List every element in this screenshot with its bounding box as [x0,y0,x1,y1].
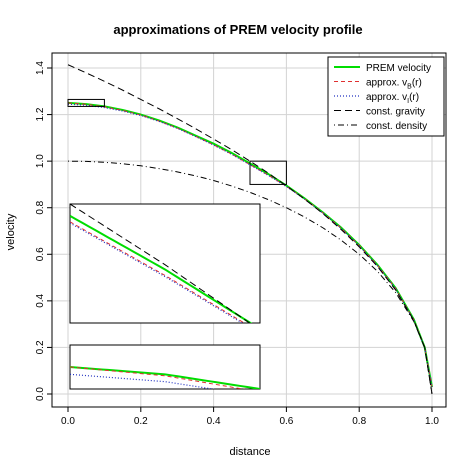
inset-lower-lines [70,366,260,389]
plot-frame [51,52,447,408]
inset-upper-series-0 [70,215,253,323]
y-tick-label: 1.2 [35,107,46,121]
y-tick-label: 0.6 [35,247,46,261]
x-tick-label: 0.0 [61,416,75,427]
x-tick-label: 0.8 [352,416,366,427]
inset-upper-series-1 [70,221,246,323]
y-tick-label: 0.8 [35,200,46,214]
inset-upper-series-2 [70,222,244,323]
y-tick-label: 0.0 [35,387,46,401]
y-axis-label: velocity [5,213,17,250]
y-tick-label: 1.4 [35,61,46,75]
legend-label-2: approx. vI(r) [366,92,419,105]
series-lines [67,64,433,395]
series-line-4 [67,160,433,395]
x-axis-label: distance [230,446,271,458]
inset-upper-frame [69,203,261,324]
zoom-box-1 [249,160,287,185]
inset-upper-series-3 [70,204,251,323]
legend-label-4: const. density [366,121,427,132]
y-tick-label: 1.0 [35,154,46,168]
axis-ticks: 0.0 0.2 0.4 0.6 0.8 1.0 0.0 0.2 0.4 0.6 0.8 1.0 1.2 1… [35,61,439,427]
x-tick-label: 0.4 [207,416,221,427]
legend-box [327,56,445,137]
x-tick-label: 0.6 [279,416,293,427]
y-tick-label: 0.4 [35,293,46,307]
legend-label-3: const. gravity [366,107,425,118]
chart-title: approximations of PREM velocity profile [113,22,362,37]
series-line-3 [67,64,433,395]
inset-upper-lines [70,204,253,323]
legend-label-0: PREM velocity [366,63,431,74]
y-tick-label: 0.2 [35,340,46,354]
legend-label-1: approx. vB(r) [366,78,422,91]
x-tick-label: 1.0 [425,416,439,427]
zoom-box-0 [67,98,105,107]
inset-lower-series-1 [70,366,246,389]
inset-panels [69,203,261,390]
inset-lower-frame [69,344,261,390]
x-tick-label: 0.2 [134,416,148,427]
legend: PREM velocity approx. vB(r)approx. vI(r) c… [327,56,445,137]
series-line-2 [67,103,433,388]
